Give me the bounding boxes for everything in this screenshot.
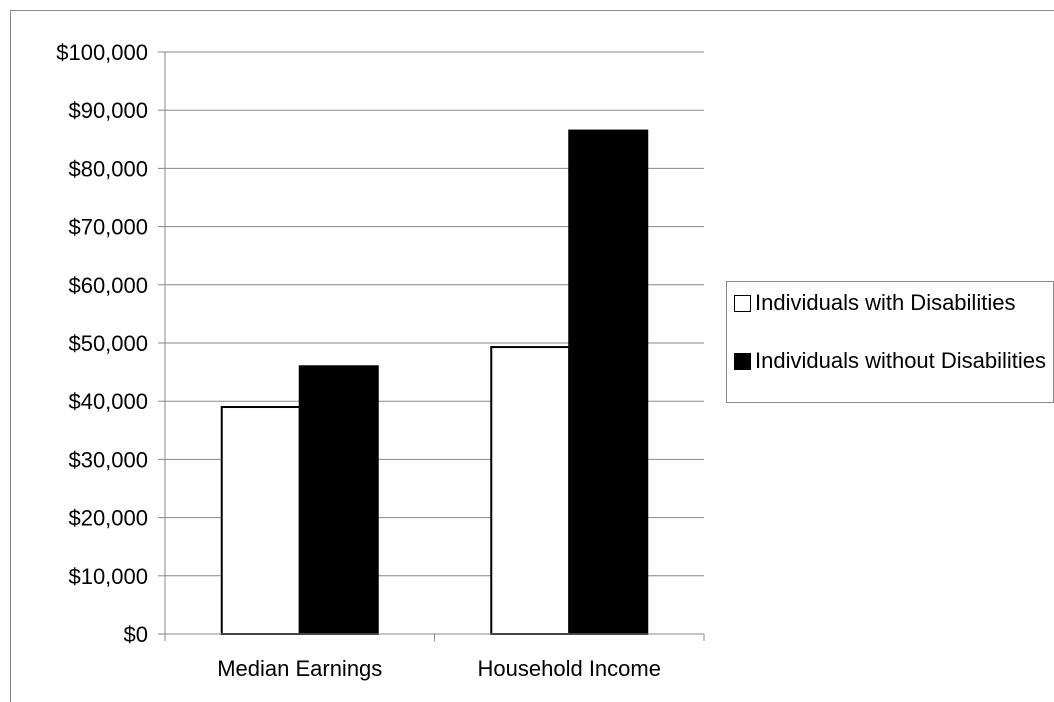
bar-without-disabilities-median-earnings [298, 365, 379, 635]
chart-frame [10, 10, 1054, 702]
y-tick-label: $30,000 [68, 447, 148, 472]
legend-swatch-without-disabilities [734, 353, 751, 370]
y-tick-label: $20,000 [68, 506, 148, 531]
y-tick-label: $60,000 [68, 273, 148, 298]
y-tick-label: $100,000 [56, 40, 148, 65]
y-tick-label: $80,000 [68, 156, 148, 181]
x-tick-label: Household Income [478, 656, 661, 681]
legend-swatch-with-disabilities [734, 295, 751, 312]
x-tick-label: Median Earnings [217, 656, 382, 681]
y-tick-label: $70,000 [68, 215, 148, 240]
legend-label-without-disabilities: Individuals without Disabilities [755, 348, 1047, 373]
axes [158, 51, 705, 641]
y-tick-label: $40,000 [68, 389, 148, 414]
y-tick-label: $90,000 [68, 98, 148, 123]
x-axis-tick-labels: Median Earnings Household Income [217, 656, 661, 681]
bars [220, 129, 649, 635]
legend-label-with-disabilities: Individuals with Disabilities [755, 290, 1016, 315]
y-tick-label: $0 [124, 622, 148, 647]
legend-item-without-disabilities: Individuals without Disabilities [734, 350, 1054, 372]
bar-with-disabilities-median-earnings [220, 406, 301, 635]
legend: Individuals with Disabilities Individual… [726, 281, 1054, 403]
bar-without-disabilities-household-income [568, 129, 649, 635]
legend-item-with-disabilities: Individuals with Disabilities [734, 292, 1054, 314]
y-tick-label: $50,000 [68, 331, 148, 356]
bar-with-disabilities-household-income [490, 346, 571, 635]
y-tick-label: $10,000 [68, 564, 148, 589]
y-axis-tick-labels: $0 $10,000 $20,000 $30,000 $40,000 $50,000 $60… [56, 40, 148, 647]
